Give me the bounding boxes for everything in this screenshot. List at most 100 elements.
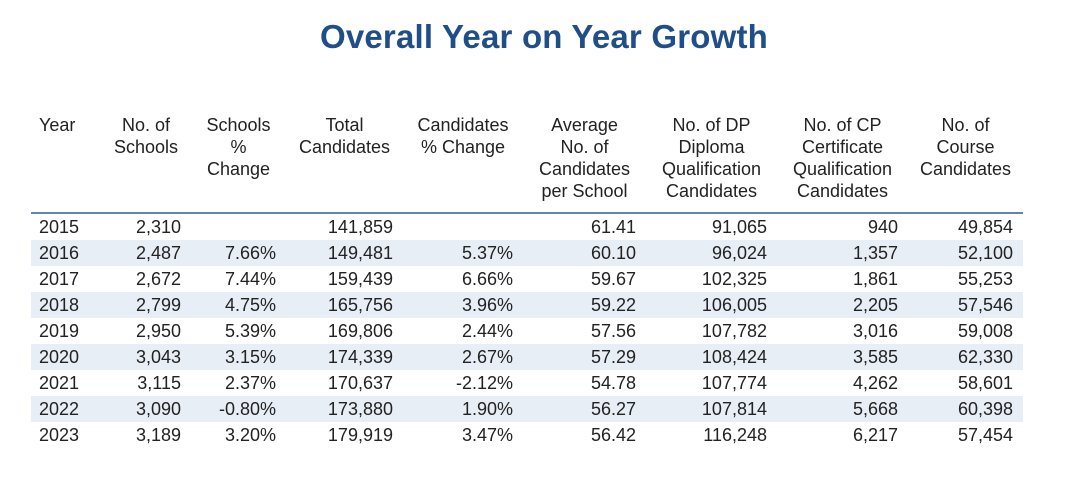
table-row: 2016 2,487 7.66% 149,481 5.37% 60.10 96,024 1,3… <box>31 240 1023 266</box>
table-cell: 179,919 <box>286 422 403 448</box>
table-cell: 3.15% <box>191 344 286 370</box>
table-row: 2017 2,672 7.44% 159,439 6.66% 59.67 102,325 1,… <box>31 266 1023 292</box>
column-header-line: No. of <box>560 137 609 157</box>
table-row: 2019 2,950 5.39% 169,806 2.44% 57.56 107,782 3,… <box>31 318 1023 344</box>
column-header: Schools% Change <box>191 114 286 214</box>
table-cell: 57.56 <box>523 318 646 344</box>
table-cell: 57.29 <box>523 344 646 370</box>
table-cell: 3,016 <box>777 318 908 344</box>
table-row: 2018 2,799 4.75% 165,756 3.96% 59.22 106,005 2,… <box>31 292 1023 318</box>
column-header: Candidates% Change <box>403 114 523 214</box>
column-header: Average No. of Candidates per School <box>523 114 646 214</box>
table-cell: 169,806 <box>286 318 403 344</box>
table-cell: 96,024 <box>646 240 777 266</box>
column-header-line: Qualification <box>661 159 762 179</box>
year-cell: 2019 <box>31 318 101 344</box>
year-cell: 2020 <box>31 344 101 370</box>
table-cell: 59.67 <box>523 266 646 292</box>
year-cell: 2017 <box>31 266 101 292</box>
table-cell: 54.78 <box>523 370 646 396</box>
table-cell: 116,248 <box>646 422 777 448</box>
table-cell: 173,880 <box>286 396 403 422</box>
table-cell: 4,262 <box>777 370 908 396</box>
table-row: 2023 3,189 3.20% 179,919 3.47% 56.42 116,248 6,… <box>31 422 1023 448</box>
table-cell: 2,950 <box>101 318 191 344</box>
table-cell: 52,100 <box>908 240 1023 266</box>
column-header-line: Candidates <box>919 159 1012 179</box>
column-header: No. of CP Certificate Qualification Candida… <box>777 114 908 214</box>
table-cell: 1,357 <box>777 240 908 266</box>
table-cell: 6,217 <box>777 422 908 448</box>
growth-table: Year No. of Schools Schools% Change Total Cand… <box>31 114 1023 448</box>
column-header-line: Schools <box>113 137 179 157</box>
table-cell: 57,546 <box>908 292 1023 318</box>
table-cell: 6.66% <box>403 266 523 292</box>
table-cell: -2.12% <box>403 370 523 396</box>
table-cell: 107,774 <box>646 370 777 396</box>
table-cell: 61.41 <box>523 213 646 240</box>
header-row: Year No. of Schools Schools% Change Total Cand… <box>31 114 1023 214</box>
column-header-line: Change <box>206 159 271 179</box>
table-cell: 5.39% <box>191 318 286 344</box>
table-cell: 5.37% <box>403 240 523 266</box>
table-cell: 2,672 <box>101 266 191 292</box>
column-header-line: Average <box>551 115 618 135</box>
table-cell: 59,008 <box>908 318 1023 344</box>
table-cell: 2,799 <box>101 292 191 318</box>
column-header-line: % <box>230 137 247 157</box>
table-cell: 49,854 <box>908 213 1023 240</box>
table-cell: 3.20% <box>191 422 286 448</box>
column-header: No. of DP Diploma Qualification Candidates <box>646 114 777 214</box>
table-cell <box>403 213 523 240</box>
table-cell: 3.47% <box>403 422 523 448</box>
year-cell: 2023 <box>31 422 101 448</box>
column-header-line: Schools <box>206 115 271 135</box>
column-header-line: Candidates <box>298 137 391 157</box>
column-header: Total Candidates <box>286 114 403 214</box>
table-cell: 1.90% <box>403 396 523 422</box>
table-row: 2020 3,043 3.15% 174,339 2.67% 57.29 108,424 3,… <box>31 344 1023 370</box>
year-cell: 2022 <box>31 396 101 422</box>
table-cell: 3.96% <box>403 292 523 318</box>
table-cell: 102,325 <box>646 266 777 292</box>
table-cell: 7.44% <box>191 266 286 292</box>
table-cell: 3,585 <box>777 344 908 370</box>
table-cell: 56.42 <box>523 422 646 448</box>
table-cell: 62,330 <box>908 344 1023 370</box>
column-header-line: Certificate <box>801 137 884 157</box>
table-cell: 149,481 <box>286 240 403 266</box>
column-header-line: No. of CP <box>803 115 882 135</box>
column-header-line: Candidates <box>796 181 889 201</box>
table-cell: -0.80% <box>191 396 286 422</box>
table-cell: 1,861 <box>777 266 908 292</box>
column-header-line: Year <box>39 115 76 135</box>
column-header-line: No. of DP <box>672 115 751 135</box>
year-cell: 2016 <box>31 240 101 266</box>
table-cell: 60.10 <box>523 240 646 266</box>
table-cell: 5,668 <box>777 396 908 422</box>
year-cell: 2018 <box>31 292 101 318</box>
year-cell: 2015 <box>31 213 101 240</box>
table-cell: 159,439 <box>286 266 403 292</box>
table-cell: 60,398 <box>908 396 1023 422</box>
table-row: 2015 2,310 141,859 61.41 91,065 940 49,854 <box>31 213 1023 240</box>
column-header-line: % Change <box>420 137 506 157</box>
table-cell: 4.75% <box>191 292 286 318</box>
column-header-line: Qualification <box>792 159 893 179</box>
table-cell: 106,005 <box>646 292 777 318</box>
year-cell: 2021 <box>31 370 101 396</box>
column-header: No. of Schools <box>101 114 191 214</box>
table-cell: 3,115 <box>101 370 191 396</box>
table-cell: 91,065 <box>646 213 777 240</box>
table-cell <box>191 213 286 240</box>
table-cell: 2,310 <box>101 213 191 240</box>
table-cell: 2.67% <box>403 344 523 370</box>
column-header: Year <box>31 114 101 214</box>
table-cell: 2.37% <box>191 370 286 396</box>
table-cell: 3,090 <box>101 396 191 422</box>
table-cell: 170,637 <box>286 370 403 396</box>
column-header-line: Course <box>936 137 995 157</box>
column-header-line: Candidates <box>417 115 509 135</box>
table-cell: 174,339 <box>286 344 403 370</box>
column-header-line: No. of <box>941 115 990 135</box>
